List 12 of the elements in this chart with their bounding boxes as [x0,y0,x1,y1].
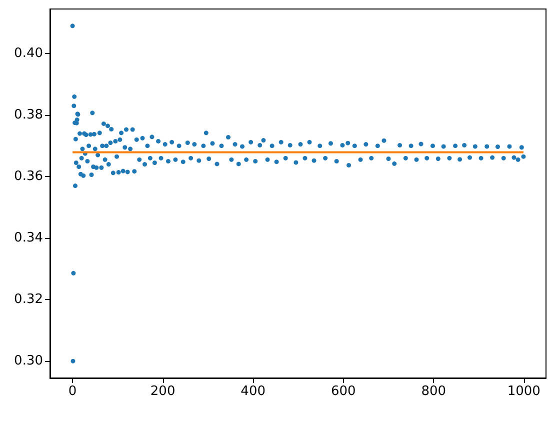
y-tick-label: 0.30 [14,354,43,369]
x-tick-label: 600 [330,384,356,399]
x-tick-label: 1000 [507,384,540,399]
x-tick-label: 400 [240,384,266,399]
y-tick-label: 0.32 [14,292,43,308]
y-tick-label: 0.34 [14,230,43,246]
x-tick-label: 200 [150,384,176,399]
y-tick-label: 0.40 [14,46,43,62]
y-tick-label: 0.38 [14,108,43,123]
x-tick-label: 800 [421,384,446,399]
x-tick-label: 0 [68,384,77,399]
y-tick-label: 0.36 [14,169,43,184]
